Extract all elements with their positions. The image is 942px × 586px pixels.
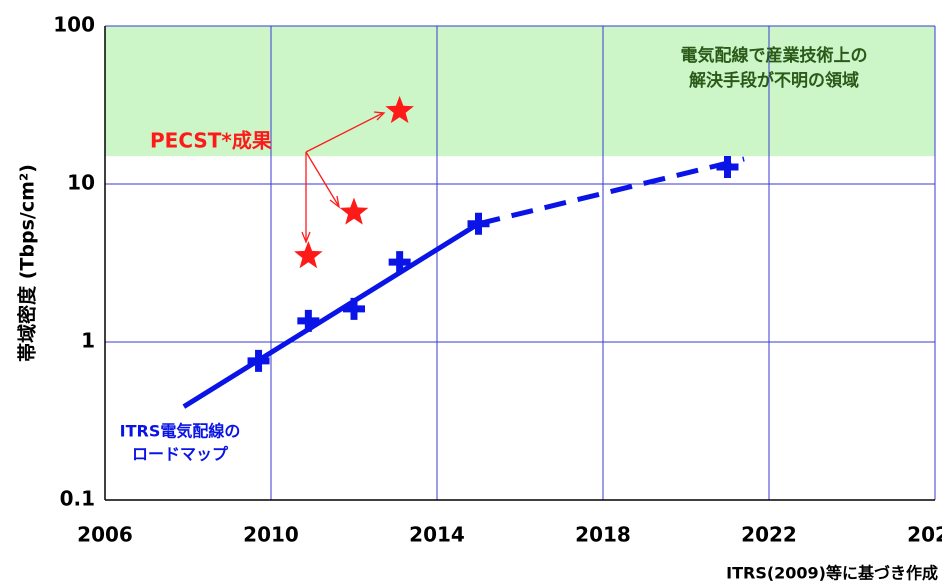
y-axis-label: 帯域密度 (Tbps/cm²) xyxy=(16,164,39,362)
y-tick-label: 100 xyxy=(53,13,95,37)
star-marker xyxy=(385,95,414,124)
y-tick-label: 10 xyxy=(67,171,95,195)
shaded-region xyxy=(105,26,935,157)
y-tick-label: 1 xyxy=(81,329,95,353)
region-label: 電気配線で産業技術上の xyxy=(681,45,868,66)
x-tick-label: 2018 xyxy=(575,523,631,547)
cross-marker xyxy=(716,156,739,179)
x-tick-label: 2026 xyxy=(907,523,942,547)
star-marker xyxy=(294,241,323,269)
plot-area xyxy=(104,25,936,501)
x-tick-label: 2006 xyxy=(77,523,133,547)
roadmap-label: ロードマップ xyxy=(132,445,229,464)
star-marker xyxy=(339,197,369,225)
x-tick-label: 2010 xyxy=(243,523,299,547)
x-tick-label: 2022 xyxy=(741,523,797,547)
arrows xyxy=(301,111,386,244)
cross-marker xyxy=(388,251,411,274)
pecst-label: PECST*成果 xyxy=(150,129,272,153)
cross-marker xyxy=(343,297,365,320)
y-tick-label: 0.1 xyxy=(60,487,95,511)
cross-marker xyxy=(247,349,270,372)
cross-marker xyxy=(467,212,490,235)
roadmap-line xyxy=(477,156,745,227)
x-tick-label: 2014 xyxy=(409,523,465,547)
region-label: 解決手段が不明の領域 xyxy=(689,70,859,91)
roadmap-line xyxy=(182,221,480,409)
cross-marker xyxy=(297,309,320,332)
roadmap-label: ITRS電気配線の xyxy=(120,422,241,441)
source-note: ITRS(2009)等に基づき作成 xyxy=(726,564,938,583)
